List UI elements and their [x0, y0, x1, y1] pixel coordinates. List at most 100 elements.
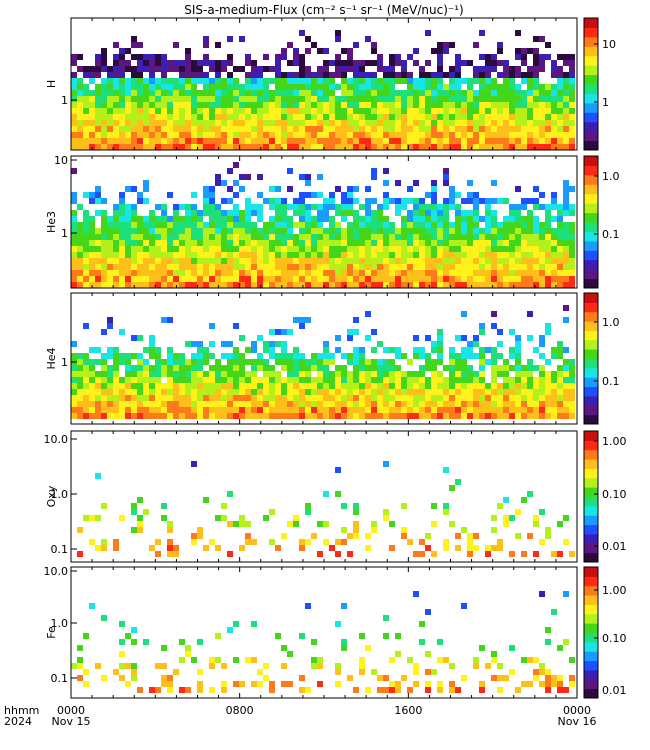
heatmap-cell	[263, 264, 269, 270]
heatmap-cell	[323, 234, 329, 240]
heatmap-cell	[527, 365, 533, 371]
heatmap-cell	[329, 84, 335, 90]
heatmap-cell	[269, 276, 275, 282]
heatmap-cell	[113, 132, 119, 138]
heatmap-cell	[161, 96, 167, 102]
heatmap-cell	[455, 252, 461, 258]
heatmap-cell	[413, 270, 419, 276]
heatmap-cell	[113, 371, 119, 377]
heatmap-cell	[401, 371, 407, 377]
heatmap-cell	[473, 132, 479, 138]
heatmap-cell	[383, 461, 389, 467]
heatmap-cell	[233, 264, 239, 270]
heatmap-cell	[263, 270, 269, 276]
heatmap-cell	[221, 84, 227, 90]
heatmap-cell	[71, 96, 77, 102]
heatmap-cell	[233, 162, 239, 168]
colorbar-swatch	[584, 27, 598, 38]
heatmap-cell	[527, 228, 533, 234]
heatmap-cell	[419, 246, 425, 252]
heatmap-cell	[299, 252, 305, 258]
heatmap-cell	[95, 240, 101, 246]
heatmap-cell	[203, 252, 209, 258]
heatmap-cell	[467, 395, 473, 401]
heatmap-cell	[473, 234, 479, 240]
heatmap-cell	[233, 144, 239, 150]
heatmap-cell	[137, 42, 143, 48]
heatmap-cell	[419, 264, 425, 270]
heatmap-cell	[389, 657, 395, 663]
heatmap-cell	[371, 114, 377, 120]
heatmap-cell	[341, 395, 347, 401]
heatmap-cell	[101, 198, 107, 204]
heatmap-cell	[449, 371, 455, 377]
heatmap-cell	[545, 84, 551, 90]
heatmap-cell	[551, 276, 557, 282]
heatmap-cell	[293, 515, 299, 521]
heatmap-cell	[389, 138, 395, 144]
heatmap-cell	[359, 276, 365, 282]
heatmap-cell	[467, 246, 473, 252]
heatmap-cell	[71, 60, 77, 66]
heatmap-cell	[491, 210, 497, 216]
heatmap-cell	[143, 102, 149, 108]
heatmap-cell	[215, 144, 221, 150]
heatmap-cell	[431, 669, 437, 675]
heatmap-cell	[479, 276, 485, 282]
heatmap-cell	[137, 66, 143, 72]
heatmap-cell	[71, 371, 77, 377]
heatmap-cell	[557, 108, 563, 114]
heatmap-cell	[491, 311, 497, 317]
heatmap-cell	[359, 395, 365, 401]
heatmap-cell	[317, 389, 323, 395]
heatmap-cell	[293, 407, 299, 413]
heatmap-cell	[209, 228, 215, 234]
heatmap-cell	[503, 222, 509, 228]
heatmap-cell	[251, 144, 257, 150]
heatmap-cell	[161, 401, 167, 407]
heatmap-cell	[323, 132, 329, 138]
heatmap-cell	[419, 96, 425, 102]
heatmap-cell	[455, 407, 461, 413]
heatmap-cell	[119, 108, 125, 114]
heatmap-cell	[413, 353, 419, 359]
heatmap-cell	[281, 222, 287, 228]
heatmap-cell	[353, 216, 359, 222]
heatmap-cell	[275, 96, 281, 102]
heatmap-cell	[341, 192, 347, 198]
heatmap-cell	[215, 72, 221, 78]
heatmap-cell	[263, 258, 269, 264]
heatmap-cell	[383, 347, 389, 353]
heatmap-cell	[443, 246, 449, 252]
heatmap-cell	[449, 347, 455, 353]
heatmap-cell	[119, 204, 125, 210]
heatmap-cell	[437, 276, 443, 282]
heatmap-cell	[539, 222, 545, 228]
heatmap-cell	[335, 551, 341, 557]
heatmap-cell	[545, 54, 551, 60]
heatmap-cell	[467, 389, 473, 395]
heatmap-cell	[71, 78, 77, 84]
heatmap-cell	[515, 377, 521, 383]
heatmap-cell	[245, 72, 251, 78]
heatmap-cell	[335, 240, 341, 246]
heatmap-cell	[443, 132, 449, 138]
heatmap-cell	[515, 132, 521, 138]
heatmap-cell	[239, 681, 245, 687]
heatmap-cell	[347, 78, 353, 84]
heatmap-cell	[407, 144, 413, 150]
colorbar-swatch	[584, 184, 598, 195]
heatmap-cell	[89, 78, 95, 84]
heatmap-cell	[143, 365, 149, 371]
heatmap-cell	[269, 90, 275, 96]
heatmap-cell	[539, 126, 545, 132]
heatmap-cell	[119, 54, 125, 60]
heatmap-cell	[473, 383, 479, 389]
heatmap-cell	[251, 234, 257, 240]
heatmap-cell	[137, 84, 143, 90]
heatmap-cell	[227, 102, 233, 108]
heatmap-cell	[263, 78, 269, 84]
heatmap-cell	[425, 120, 431, 126]
heatmap-cell	[461, 407, 467, 413]
colorbar-swatch	[584, 576, 598, 587]
